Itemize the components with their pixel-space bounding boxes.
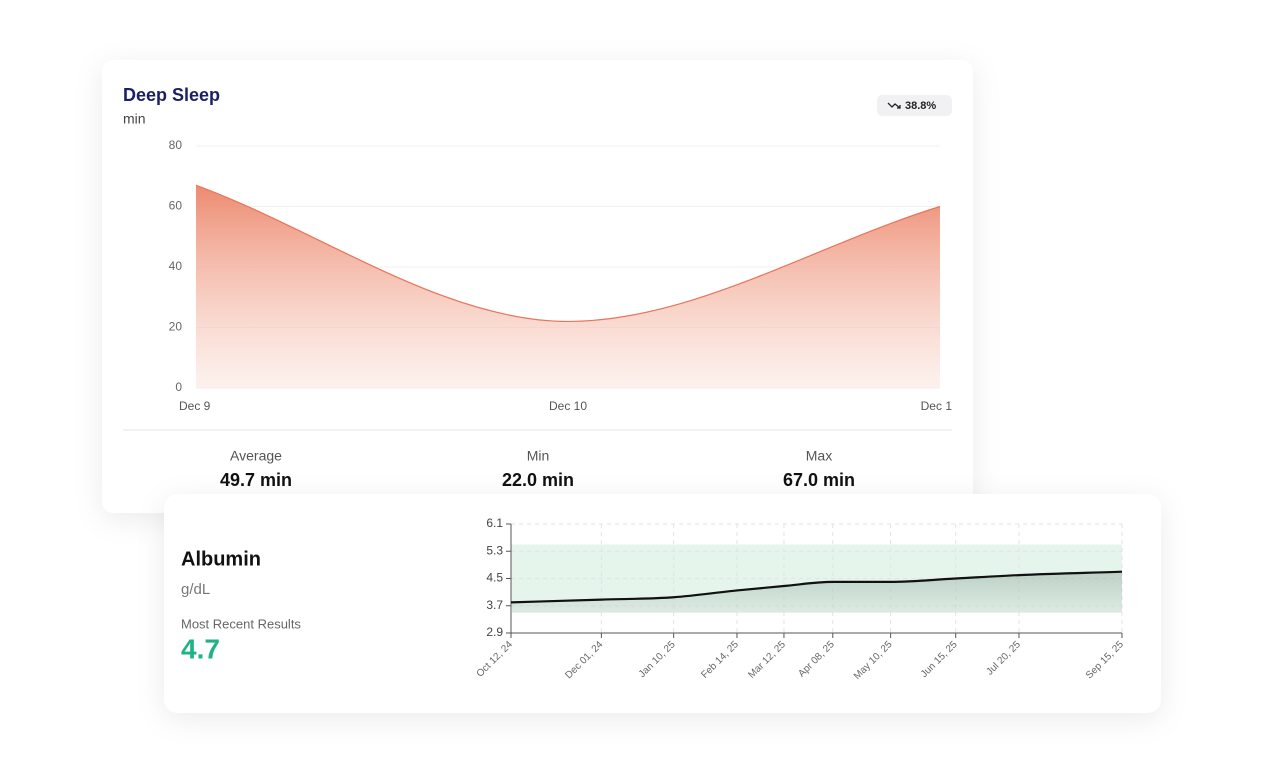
- y-tick-label: 0: [175, 380, 182, 394]
- stat-value: 67.0 min: [783, 470, 855, 490]
- y-tick-label: 6.1: [486, 516, 503, 530]
- annotation: Most Recent Results: [181, 616, 301, 631]
- card-title: Albumin: [181, 548, 261, 570]
- area: [196, 185, 940, 388]
- y-tick-label: 2.9: [486, 625, 503, 639]
- unit: min: [123, 111, 146, 127]
- y-tick-label: 5.3: [486, 543, 503, 557]
- unit: g/dL: [181, 581, 210, 598]
- y-tick-label: 20: [169, 320, 183, 334]
- line: [195, 184, 941, 323]
- card: [102, 60, 973, 513]
- x-tick-label: Dec 10: [549, 399, 587, 413]
- stat-label: Average: [230, 448, 282, 464]
- area: [511, 571, 1122, 613]
- y-tick-label: 3.7: [486, 598, 503, 612]
- y-tick-label: 4.5: [486, 571, 503, 585]
- trend-icon: [887, 102, 901, 109]
- stat-value: 22.0 min: [502, 470, 574, 490]
- x-tick-label: Dec 1: [921, 399, 953, 413]
- stat-label: Min: [527, 448, 550, 464]
- badge: [877, 95, 952, 116]
- card-title: Deep Sleep: [123, 85, 220, 105]
- y-tick-label: 40: [169, 259, 183, 273]
- line: [510, 570, 1123, 604]
- badge-text: 38.8%: [905, 100, 936, 112]
- stat-value: 49.7 min: [220, 470, 292, 490]
- x-tick-label: Dec 9: [179, 399, 211, 413]
- recent-value: 4.7: [181, 633, 220, 664]
- stat-label: Max: [806, 448, 832, 464]
- y-tick-label: 60: [169, 199, 183, 213]
- y-tick-label: 80: [169, 138, 183, 152]
